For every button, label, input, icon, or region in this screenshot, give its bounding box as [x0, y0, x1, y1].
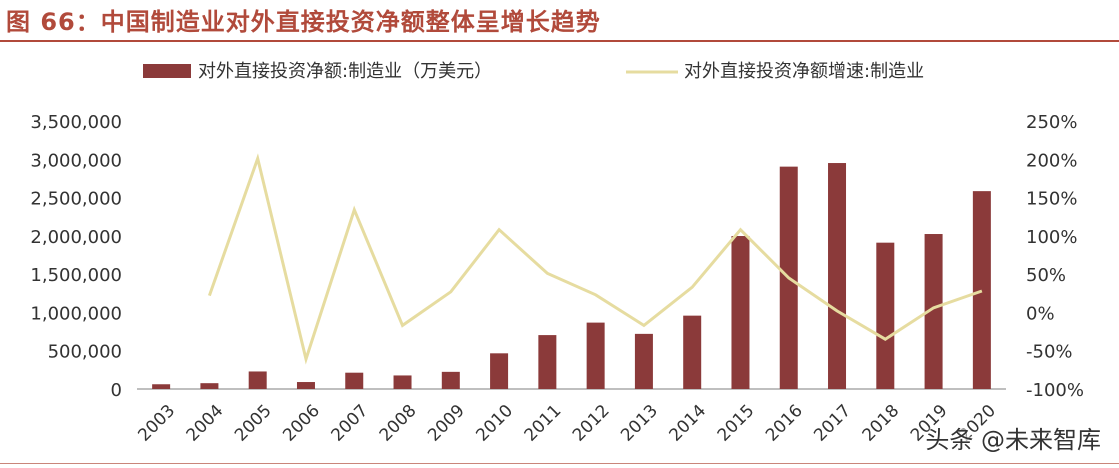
- right-tick-label: 150%: [1026, 189, 1077, 210]
- bar-series: [152, 163, 991, 389]
- bar: [538, 335, 557, 389]
- left-tick-label: 3,000,000: [30, 150, 122, 171]
- x-tick-label: 2017: [810, 401, 855, 446]
- legend: 对外直接投资净额:制造业（万美元） 对外直接投资净额增速:制造业: [143, 61, 924, 82]
- bar: [683, 315, 702, 389]
- x-tick-label: 2010: [472, 401, 517, 446]
- figure-title: 图 66：中国制造业对外直接投资净额整体呈增长趋势: [6, 8, 601, 36]
- bar: [490, 353, 509, 389]
- x-tick-label: 2012: [569, 401, 614, 446]
- x-tick-label: 2016: [762, 401, 807, 446]
- x-tick-label: 2004: [183, 401, 228, 446]
- title-rule: [0, 40, 1119, 42]
- x-tick-label: 2005: [231, 401, 276, 446]
- bar: [248, 371, 267, 389]
- bar: [296, 382, 315, 389]
- x-tick-label: 2015: [714, 401, 759, 446]
- x-tick-label: 2008: [376, 401, 421, 446]
- bar: [924, 234, 943, 389]
- legend-bar-swatch: [143, 64, 191, 78]
- bottom-rule: [0, 463, 1119, 464]
- right-axis: 250% 200% 150% 100% 50% 0% -50% -100%: [1026, 112, 1084, 401]
- left-tick-label: 500,000: [48, 342, 122, 363]
- x-tick-label: 2006: [279, 401, 324, 446]
- x-tick-label: 2009: [424, 401, 469, 446]
- bar: [152, 384, 171, 389]
- bar: [441, 371, 460, 389]
- left-tick-label: 1,000,000: [30, 303, 122, 324]
- x-tick-label: 2003: [134, 401, 179, 446]
- legend-bar-label: 对外直接投资净额:制造业（万美元）: [198, 61, 492, 82]
- x-axis-labels: 2003 2004 2005 2006 2007 2008 2009 2010 2011 2012…: [134, 401, 999, 446]
- right-tick-label: 50%: [1026, 265, 1066, 286]
- right-tick-label: 0%: [1026, 303, 1055, 324]
- x-tick-label: 2013: [617, 401, 662, 446]
- x-tick-label: 2018: [859, 401, 904, 446]
- left-tick-label: 3,500,000: [30, 112, 122, 133]
- right-tick-label: 200%: [1026, 150, 1077, 171]
- bar: [828, 163, 847, 389]
- bar: [972, 191, 991, 389]
- right-tick-label: 100%: [1026, 227, 1077, 248]
- x-tick-label: 2007: [328, 401, 373, 446]
- left-tick-label: 1,500,000: [30, 265, 122, 286]
- left-tick-label: 2,000,000: [30, 227, 122, 248]
- right-tick-label: -100%: [1026, 380, 1084, 401]
- bar: [345, 372, 364, 389]
- x-tick-label: 2014: [665, 401, 710, 446]
- left-tick-label: 0: [111, 380, 122, 401]
- left-tick-label: 2,500,000: [30, 189, 122, 210]
- right-tick-label: 250%: [1026, 112, 1077, 133]
- bar: [876, 242, 895, 389]
- bar: [393, 375, 412, 389]
- bar: [586, 322, 605, 389]
- x-tick-label: 2011: [521, 401, 566, 446]
- right-tick-label: -50%: [1026, 342, 1073, 363]
- bar: [731, 236, 750, 389]
- bar: [200, 383, 219, 389]
- bar: [634, 333, 653, 389]
- legend-line-label: 对外直接投资净额增速:制造业: [684, 61, 924, 82]
- left-axis: 3,500,000 3,000,000 2,500,000 2,000,000 1,50…: [30, 112, 122, 401]
- watermark: 头条 @未来智库: [925, 426, 1101, 454]
- growth-line: [207, 153, 983, 365]
